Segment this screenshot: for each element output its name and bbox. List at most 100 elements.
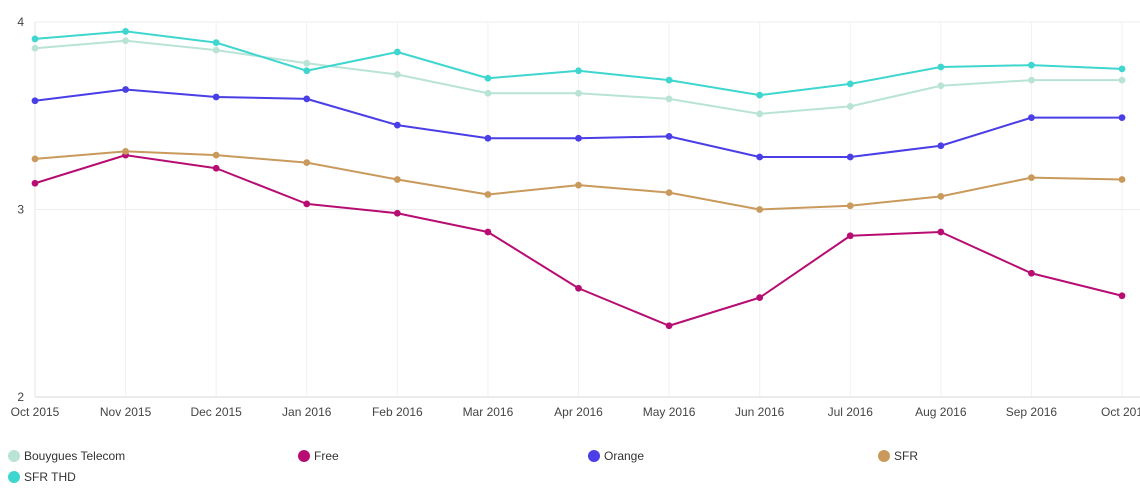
data-point[interactable]	[575, 67, 582, 75]
data-point[interactable]	[937, 82, 945, 90]
data-point[interactable]	[846, 232, 854, 240]
data-point[interactable]	[212, 39, 220, 47]
line-chart: 2 3 4 Oct 2015 Nov 2015 Dec 2015 Jan 2016 Feb 2…	[11, 15, 1140, 419]
data-point[interactable]	[846, 102, 854, 110]
legend-item[interactable]: Free	[298, 448, 588, 463]
data-point[interactable]	[1028, 76, 1035, 84]
y-tick-label: 3	[17, 203, 24, 217]
data-point[interactable]	[303, 67, 311, 75]
data-point[interactable]	[393, 176, 401, 183]
data-point[interactable]	[122, 86, 129, 93]
data-point[interactable]	[1028, 269, 1035, 277]
data-point[interactable]	[122, 37, 129, 45]
data-point[interactable]	[212, 151, 220, 159]
data-point[interactable]	[1028, 61, 1035, 69]
data-point[interactable]	[393, 48, 401, 56]
legend-swatch	[8, 470, 20, 483]
data-point[interactable]	[575, 134, 582, 142]
data-point[interactable]	[393, 209, 401, 217]
data-point[interactable]	[1118, 176, 1126, 183]
data-point[interactable]	[1028, 114, 1035, 122]
data-point[interactable]	[303, 159, 311, 167]
data-point[interactable]	[575, 89, 582, 97]
data-point[interactable]	[122, 27, 129, 35]
data-point[interactable]	[1118, 292, 1126, 300]
data-point[interactable]	[756, 206, 764, 213]
legend-item[interactable]: Bouygues Telecom	[8, 448, 298, 463]
x-tick-label: Nov 2015	[100, 405, 152, 419]
data-point[interactable]	[846, 153, 854, 161]
data-point[interactable]	[665, 95, 673, 103]
data-point[interactable]	[484, 134, 492, 142]
data-point[interactable]	[212, 93, 220, 101]
series-bouygues-telecom	[31, 37, 1126, 118]
data-point[interactable]	[575, 284, 582, 292]
data-point[interactable]	[303, 95, 311, 103]
data-point[interactable]	[665, 132, 673, 140]
data-point[interactable]	[393, 121, 401, 129]
axis-layer: 2 3 4 Oct 2015 Nov 2015 Dec 2015 Jan 2016 Feb 2…	[11, 15, 1140, 419]
legend-label: Free	[314, 448, 339, 463]
legend-item[interactable]: SFR	[878, 448, 1132, 463]
x-tick-label: Mar 2016	[463, 405, 514, 419]
data-point[interactable]	[846, 80, 854, 88]
legend-item[interactable]: SFR THD	[8, 469, 298, 484]
grid-layer	[34, 21, 1140, 398]
data-point[interactable]	[31, 155, 39, 163]
data-point[interactable]	[484, 89, 492, 97]
data-point[interactable]	[122, 147, 129, 155]
data-point[interactable]	[665, 76, 673, 84]
x-tick-label: Oct 201	[1101, 405, 1140, 419]
data-point[interactable]	[937, 192, 945, 200]
x-tick-label: Aug 2016	[915, 405, 967, 419]
x-tick-label: Apr 2016	[554, 405, 603, 419]
data-point[interactable]	[393, 71, 401, 78]
x-tick-label: Dec 2015	[190, 405, 242, 419]
x-tick-label: Oct 2015	[11, 405, 60, 419]
legend-swatch	[878, 449, 890, 462]
data-point[interactable]	[303, 200, 311, 208]
x-tick-label: Sep 2016	[1006, 405, 1058, 419]
data-point[interactable]	[756, 153, 764, 161]
legend-swatch	[298, 449, 310, 462]
data-point[interactable]	[756, 110, 764, 118]
data-point[interactable]	[575, 181, 582, 189]
chart-legend: Bouygues Telecom Free Orange SFR SFR THD	[8, 448, 1132, 484]
data-point[interactable]	[846, 202, 854, 210]
legend-swatch	[8, 449, 20, 462]
data-point[interactable]	[1118, 65, 1126, 73]
data-point[interactable]	[303, 59, 311, 67]
x-tick-label: Jun 2016	[735, 405, 785, 419]
legend-label: Orange	[604, 448, 645, 463]
data-point[interactable]	[31, 179, 39, 187]
series-sfr-thd	[31, 27, 1126, 99]
data-point[interactable]	[937, 142, 945, 150]
series-free	[31, 151, 1126, 330]
y-tick-label: 2	[17, 390, 24, 404]
data-point[interactable]	[665, 322, 673, 330]
data-point[interactable]	[937, 228, 945, 236]
data-point[interactable]	[212, 46, 220, 54]
data-point[interactable]	[484, 191, 492, 198]
legend-label: SFR THD	[24, 469, 76, 484]
series-orange	[31, 86, 1126, 161]
data-point[interactable]	[1028, 174, 1035, 182]
data-point[interactable]	[31, 35, 39, 43]
x-tick-label: May 2016	[643, 405, 696, 419]
data-point[interactable]	[212, 164, 220, 172]
data-point[interactable]	[1118, 114, 1126, 122]
data-point[interactable]	[756, 91, 764, 99]
x-tick-label: Jan 2016	[282, 405, 332, 419]
data-point[interactable]	[31, 97, 39, 105]
series-sfr	[31, 147, 1126, 213]
data-point[interactable]	[484, 74, 492, 82]
legend-swatch	[588, 449, 600, 462]
data-point[interactable]	[1118, 76, 1126, 84]
data-point[interactable]	[756, 294, 764, 302]
data-point[interactable]	[484, 228, 492, 236]
data-point[interactable]	[665, 189, 673, 197]
data-point[interactable]	[937, 63, 945, 71]
data-point[interactable]	[31, 44, 39, 52]
legend-item[interactable]: Orange	[588, 448, 878, 463]
x-tick-label: Jul 2016	[828, 405, 874, 419]
